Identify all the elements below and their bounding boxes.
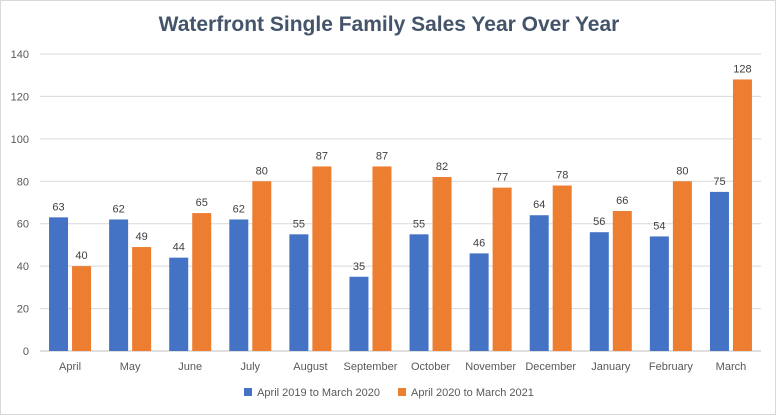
data-label: 80 xyxy=(256,165,268,177)
data-label: 56 xyxy=(593,216,605,228)
data-label: 80 xyxy=(676,165,688,177)
data-label: 82 xyxy=(436,161,448,173)
data-label: 55 xyxy=(293,218,305,230)
bar xyxy=(349,276,369,351)
bar xyxy=(432,177,452,351)
legend-swatch xyxy=(398,388,406,396)
data-label: 77 xyxy=(496,172,508,184)
data-label: 128 xyxy=(733,63,751,75)
data-label: 65 xyxy=(196,197,208,209)
bar xyxy=(469,253,489,351)
y-tick-label: 140 xyxy=(11,49,29,61)
x-tick-label: October xyxy=(411,361,450,373)
bar xyxy=(229,219,249,351)
bar xyxy=(709,191,729,351)
legend-label: April 2019 to March 2020 xyxy=(257,387,380,399)
bar xyxy=(49,217,69,351)
bar xyxy=(169,257,189,351)
legend-item: April 2019 to March 2020 xyxy=(244,387,380,399)
y-tick-label: 60 xyxy=(17,219,29,231)
data-label: 55 xyxy=(413,218,425,230)
legend-label: April 2020 to March 2021 xyxy=(411,387,534,399)
x-tick-label: June xyxy=(178,361,202,373)
y-tick-label: 40 xyxy=(17,261,29,273)
bar xyxy=(132,247,152,351)
y-tick-label: 0 xyxy=(23,346,29,358)
bar xyxy=(252,181,272,351)
x-tick-label: September xyxy=(344,361,398,373)
data-label: 35 xyxy=(353,261,365,273)
data-label: 49 xyxy=(136,231,148,243)
data-label: 66 xyxy=(616,195,628,207)
y-tick-label: 100 xyxy=(11,134,29,146)
legend-swatch xyxy=(244,388,253,396)
data-label: 44 xyxy=(173,242,185,254)
bar xyxy=(552,185,572,351)
bar xyxy=(492,187,512,351)
data-label: 62 xyxy=(233,203,245,215)
x-tick-label: December xyxy=(525,361,576,373)
bar xyxy=(192,213,212,351)
legend: April 2019 to March 2020 April 2020 to Ma… xyxy=(1,387,776,399)
bar xyxy=(649,236,669,351)
bar xyxy=(612,210,632,351)
bar xyxy=(312,166,332,351)
bar xyxy=(289,234,309,351)
data-label: 54 xyxy=(653,220,665,232)
y-tick-label: 80 xyxy=(17,176,29,188)
x-tick-label: April xyxy=(59,361,81,373)
data-label: 62 xyxy=(113,203,125,215)
data-label: 64 xyxy=(533,199,545,211)
x-tick-label: January xyxy=(591,361,631,373)
data-label: 46 xyxy=(473,237,485,249)
y-tick-label: 120 xyxy=(11,91,29,103)
y-tick-label: 20 xyxy=(17,304,29,316)
data-label: 63 xyxy=(52,201,64,213)
bar xyxy=(109,219,129,351)
bar xyxy=(529,215,549,351)
bar xyxy=(732,79,752,351)
chart-title: Waterfront Single Family Sales Year Over… xyxy=(158,13,620,36)
x-tick-label: July xyxy=(241,361,261,373)
x-tick-label: November xyxy=(465,361,516,373)
bar xyxy=(72,266,92,351)
x-tick-label: March xyxy=(716,361,747,373)
bar xyxy=(589,232,609,351)
data-label: 87 xyxy=(376,150,388,162)
data-label: 78 xyxy=(556,170,568,182)
bar xyxy=(372,166,392,351)
data-label: 87 xyxy=(316,150,328,162)
data-label: 75 xyxy=(713,176,725,188)
data-label: 40 xyxy=(75,250,87,262)
bar xyxy=(672,181,692,351)
x-tick-label: August xyxy=(293,361,327,373)
legend-item: April 2020 to March 2021 xyxy=(398,387,534,399)
x-tick-label: February xyxy=(649,361,694,373)
x-tick-label: May xyxy=(120,361,141,373)
bar xyxy=(409,234,429,351)
